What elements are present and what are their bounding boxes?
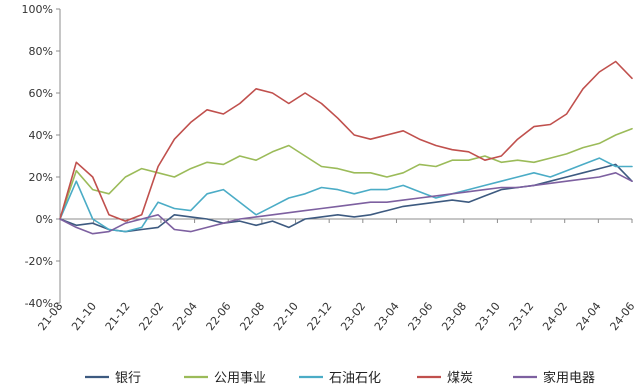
legend: 银行 公用事业 石油石化 煤炭 家用电器 — [85, 370, 595, 386]
legend-label: 石油石化 — [329, 371, 381, 386]
x-tick-label: 22-10 — [271, 300, 301, 333]
x-tick-label: 23-10 — [473, 300, 503, 333]
x-tick-label: 23-08 — [439, 300, 469, 333]
y-axis: -40% -20% 0% 20% 40% 60% 80% 100% — [22, 3, 61, 310]
series-line-3 — [59, 60, 633, 222]
x-tick-label: 22-02 — [136, 300, 166, 333]
series-lines — [59, 60, 633, 235]
x-tick-label: 22-04 — [170, 300, 200, 333]
x-tick-label: 21-12 — [103, 300, 133, 333]
y-tick-label: -40% — [25, 297, 53, 310]
x-tick-label: 22-12 — [305, 300, 335, 333]
x-tick-label: 23-02 — [338, 300, 368, 333]
y-tick-label: -20% — [25, 255, 53, 268]
legend-label: 银行 — [115, 371, 141, 386]
x-tick-label: 23-04 — [372, 300, 402, 333]
legend-label: 公用事业 — [214, 371, 266, 386]
x-tick-label: 22-06 — [204, 300, 234, 333]
legend-label: 家用电器 — [543, 370, 595, 386]
y-tick-label: 0% — [36, 213, 53, 226]
x-tick-label: 22-08 — [237, 300, 267, 333]
x-tick-label: 24-02 — [540, 300, 570, 333]
x-tick-label: 24-04 — [574, 300, 604, 333]
y-tick-label: 100% — [22, 3, 53, 16]
x-axis: 21-08 21-10 21-12 22-02 22-04 22-06 22-08 22-10… — [35, 218, 637, 333]
x-tick-label: 23-12 — [506, 300, 536, 333]
y-tick-label: 20% — [29, 171, 53, 184]
series-line-4 — [59, 172, 633, 235]
y-tick-label: 80% — [29, 45, 53, 58]
x-tick-label: 23-06 — [406, 300, 436, 333]
x-tick-label: 24-06 — [607, 300, 637, 333]
y-tick-label: 40% — [29, 129, 53, 142]
y-tick-label: 60% — [29, 87, 53, 100]
series-line-2 — [59, 157, 633, 233]
x-tick-label: 21-10 — [69, 300, 99, 333]
legend-label: 煤炭 — [447, 371, 473, 386]
